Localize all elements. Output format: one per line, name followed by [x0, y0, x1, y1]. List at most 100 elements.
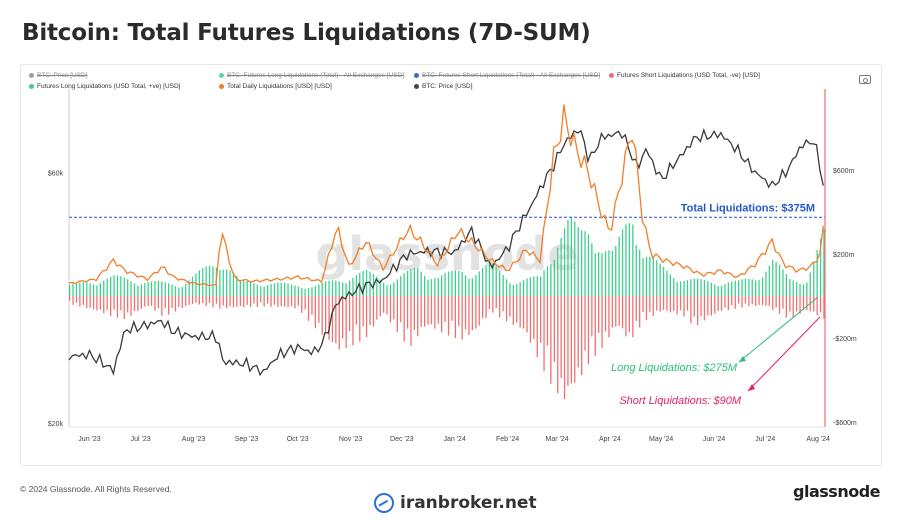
short-liquidation-bar — [280, 296, 282, 307]
long-liquidation-bar — [468, 278, 470, 296]
long-annotation-arrowhead — [739, 356, 746, 362]
short-liquidation-bar — [365, 296, 368, 337]
long-liquidation-bar — [191, 276, 194, 296]
watermark-site: iranbroker.net — [374, 493, 537, 513]
short-liquidation-bar — [267, 296, 269, 304]
short-liquidation-bar — [195, 296, 197, 303]
short-liquidation-bar — [270, 296, 272, 307]
legend-item[interactable]: Futures Short Liquidations (USD Total, -… — [609, 72, 789, 79]
long-liquidation-bar — [690, 279, 692, 296]
long-liquidation-bar — [290, 284, 293, 296]
long-liquidation-bar — [147, 282, 149, 296]
short-liquidation-bar — [417, 296, 419, 337]
long-liquidation-bar — [267, 285, 269, 296]
short-liquidation-bar — [707, 296, 709, 316]
legend-dot-icon — [609, 73, 614, 78]
short-liquidation-bar — [256, 296, 258, 307]
long-liquidation-bar — [482, 268, 484, 296]
short-liquidation-bar — [137, 296, 139, 312]
short-liquidation-bar — [113, 296, 115, 310]
legend-item[interactable]: Total Daily Liquidations [USD] [USD] — [219, 83, 414, 90]
short-liquidation-bar — [86, 296, 88, 309]
watermark-logo: glassnode — [316, 227, 579, 281]
legend-item[interactable]: BTC: Price [USD] — [414, 83, 594, 90]
short-liquidation-bar — [813, 296, 815, 312]
legend-item[interactable]: BTC: Futures Long Liquidations (Total) -… — [219, 72, 414, 79]
long-liquidation-bar — [649, 256, 651, 296]
long-liquidation-bar — [325, 281, 327, 296]
long-liquidation-bar — [574, 221, 576, 296]
long-liquidation-bar — [563, 228, 566, 296]
short-liquidation-bar — [669, 296, 671, 313]
long-liquidation-bar — [294, 285, 296, 296]
long-liquidation-bar — [444, 273, 446, 296]
long-annotation-arrow — [738, 296, 819, 363]
legend-item[interactable]: BTC: Price [USD] — [29, 72, 219, 79]
long-liquidation-bar — [772, 259, 774, 296]
long-liquidation-bar — [553, 259, 555, 296]
short-liquidation-bar — [751, 296, 753, 305]
short-liquidation-bar — [581, 296, 583, 376]
long-liquidation-bar — [748, 278, 750, 296]
legend-label: Futures Short Liquidations (USD Total, -… — [617, 72, 760, 79]
short-liquidation-bar — [533, 296, 535, 339]
long-liquidation-bar — [403, 273, 405, 296]
long-liquidation-bar — [707, 281, 709, 296]
short-liquidation-bar — [662, 296, 665, 310]
long-liquidation-bar — [785, 274, 787, 296]
short-liquidation-bar — [301, 296, 303, 313]
long-liquidation-bar — [232, 272, 235, 296]
long-liquidation-bar — [662, 267, 665, 296]
long-liquidation-bar — [792, 280, 794, 296]
long-liquidation-bar — [393, 282, 395, 296]
short-liquidation-bar — [492, 296, 494, 313]
x-axis-tick: Jul '23 — [131, 436, 151, 443]
long-liquidation-bar — [345, 283, 347, 296]
short-liquidation-bar — [802, 296, 805, 311]
long-liquidation-bar — [307, 288, 310, 296]
short-liquidation-bar — [246, 296, 248, 305]
short-liquidation-bar — [772, 296, 774, 310]
long-liquidation-bar — [693, 278, 695, 296]
legend-item[interactable]: BTC: Futures Short Liquidations (Total) … — [414, 72, 609, 79]
long-liquidation-bar — [635, 245, 637, 296]
right-axis-tick: -$600m — [833, 420, 857, 427]
short-annotation-arrow — [747, 316, 821, 392]
long-liquidation-bar — [82, 282, 84, 296]
short-liquidation-bar — [232, 296, 235, 308]
short-liquidation-annotation: Short Liquidations: $90M — [619, 395, 742, 407]
long-liquidation-bar — [212, 266, 214, 296]
short-liquidation-bar — [260, 296, 262, 303]
long-liquidation-bar — [297, 286, 299, 296]
short-liquidation-bar — [738, 296, 740, 304]
x-axis-tick: Feb '24 — [496, 436, 519, 443]
legend-label: BTC: Futures Long Liquidations (Total) -… — [227, 72, 405, 79]
left-axis-tick: $60k — [48, 171, 64, 178]
short-liquidation-bar — [130, 296, 132, 316]
long-liquidation-bar — [751, 279, 753, 296]
short-liquidation-bar — [376, 296, 378, 320]
long-liquidation-bar — [567, 220, 569, 296]
short-liquidation-bar — [577, 296, 579, 368]
short-liquidation-bar — [178, 296, 180, 308]
long-liquidation-bar — [533, 276, 535, 296]
long-liquidation-bar — [615, 246, 617, 296]
short-liquidation-bar — [645, 296, 648, 321]
short-liquidation-bar — [120, 296, 122, 311]
short-liquidation-bar — [393, 296, 395, 320]
long-liquidation-bar — [587, 234, 590, 296]
short-liquidation-bar — [570, 296, 572, 384]
camera-icon[interactable] — [859, 75, 871, 84]
short-liquidation-bar — [659, 296, 661, 312]
long-liquidation-bar — [584, 231, 586, 296]
long-liquidation-bar — [383, 282, 385, 296]
long-liquidation-bar — [222, 269, 224, 296]
legend-item[interactable]: Futures Long Liquidations (USD Total, +v… — [29, 83, 219, 90]
short-liquidation-bar — [748, 296, 750, 307]
short-liquidation-bar — [584, 296, 586, 351]
long-liquidation-bar — [673, 278, 675, 296]
short-liquidation-bar — [318, 296, 320, 323]
short-liquidation-bar — [400, 296, 402, 323]
short-liquidation-bar — [75, 296, 78, 303]
long-liquidation-bar — [550, 264, 552, 296]
